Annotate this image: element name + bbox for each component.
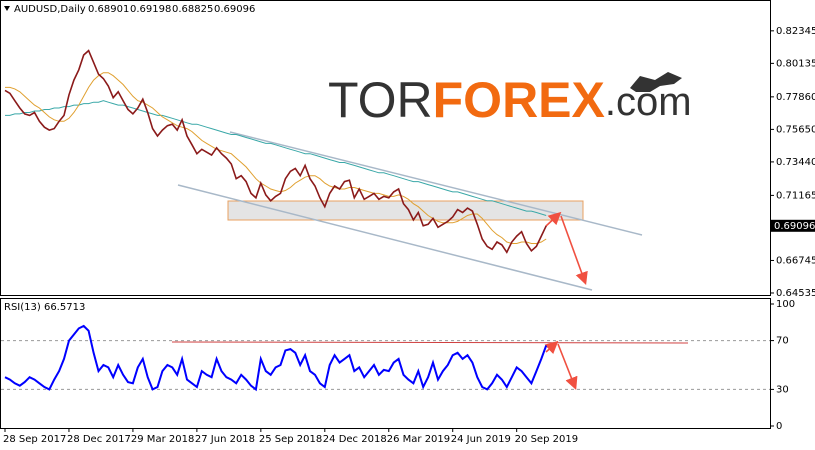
x-tick-label: 24 Dec 2018: [323, 434, 387, 445]
y-tick-label: 0: [776, 421, 782, 432]
header-open: 0.68901: [88, 4, 129, 15]
header-close: 0.69096: [214, 4, 255, 15]
resistance-zone: [227, 200, 584, 221]
y-tick-label: 0.80135: [776, 58, 815, 69]
x-tick-label: 29 Mar 2018: [131, 434, 194, 445]
current-price-box: [771, 219, 815, 232]
data-line: [4, 49, 547, 254]
current-price-label: 0.69096: [774, 221, 815, 232]
data-line: [4, 324, 548, 392]
rsi-title: RSI(13) 66.5713: [4, 302, 85, 313]
price-panel: [0, 0, 771, 296]
header-low: 0.68825: [172, 4, 213, 15]
header-symbol: AUDUSD,Daily: [14, 4, 86, 15]
x-tick-label: 25 Sep 2018: [259, 434, 322, 445]
y-tick-label: 0.82345: [776, 26, 815, 37]
data-line: [5, 100, 547, 216]
logo: TORFOREX.com: [328, 72, 692, 128]
x-tick-label: 26 Mar 2019: [387, 434, 450, 445]
data-line: [5, 72, 547, 244]
channel-upper: [229, 131, 643, 236]
y-tick-label: 100: [776, 299, 795, 310]
y-tick-label: 0.77860: [776, 92, 815, 103]
x-tick-label: 28 Sep 2017: [3, 434, 66, 445]
y-tick-label: 0.75650: [776, 124, 815, 135]
y-tick-label: 0.66745: [776, 255, 815, 266]
forecast-arrows: [544, 211, 588, 390]
y-tick-label: 70: [776, 336, 789, 347]
rsi-panel: [0, 298, 771, 429]
rsi-level-line: [171, 341, 689, 344]
channel-lower: [177, 184, 593, 291]
logo-tor: TOR: [328, 72, 433, 128]
y-tick-label: 0.73440: [776, 157, 815, 168]
menu-triangle: [4, 6, 10, 11]
x-tick-label: 28 Dec 2017: [67, 434, 131, 445]
x-tick-label: 20 Sep 2019: [515, 434, 578, 445]
x-tick-label: 24 Jun 2019: [451, 434, 511, 445]
header-high: 0.69198: [130, 4, 171, 15]
x-tick-label: 27 Jun 2018: [195, 434, 255, 445]
logo-forex: FOREX: [433, 72, 605, 128]
logo-bull: [630, 72, 682, 92]
y-tick-label: 0.71165: [776, 190, 815, 201]
y-tick-label: 30: [776, 384, 789, 395]
y-tick-label: 0.64535: [776, 288, 815, 299]
